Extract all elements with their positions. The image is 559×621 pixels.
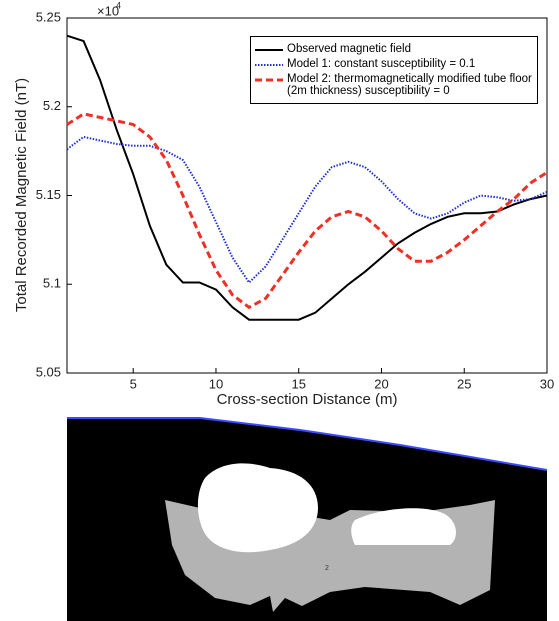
x-tick-label: 30 [540,376,554,391]
legend-entry: Model 1: constant susceptibility = 0.1 [255,58,533,70]
section-label: 2 [325,565,329,572]
legend-swatch [255,78,283,82]
y-tick-label: 5.1 [43,276,61,291]
y-scale-exponent: 4 [116,0,121,10]
legend-swatch [255,64,283,66]
x-tick-label: 5 [130,376,137,391]
series-line [66,135,548,285]
legend-entry: Observed magnetic field [255,43,533,55]
y-scale-base: ×10 [97,3,119,18]
tube-void [197,463,318,553]
x-tick-label: 10 [209,376,223,391]
series-line [66,112,548,310]
x-axis-label: Cross-section Distance (m) [217,391,398,408]
legend-entry: Model 2: thermomagnetically modified tub… [255,73,533,97]
y-tick-label: 5.05 [36,364,61,379]
y-tick-label: 5.15 [36,187,61,202]
x-tick-label: 20 [374,376,388,391]
legend-swatch [255,49,283,51]
tube-void [351,508,456,545]
x-tick-label: 15 [291,376,305,391]
x-tick-label: 25 [457,376,471,391]
cross-section: 2 [67,417,548,621]
legend-label: Observed magnetic field [287,43,412,55]
surface-line [67,417,548,471]
series-line [66,34,548,321]
y-axis-label: Total Recorded Magnetic Field (nT) [13,78,30,312]
legend-label: Model 1: constant susceptibility = 0.1 [287,58,476,70]
y-tick-label: 5.25 [36,9,61,24]
y-tick-label: 5.2 [43,98,61,113]
legend: Observed magnetic field Model 1: constant… [250,36,538,104]
legend-label: Model 2: thermomagnetically modified tub… [287,73,532,97]
